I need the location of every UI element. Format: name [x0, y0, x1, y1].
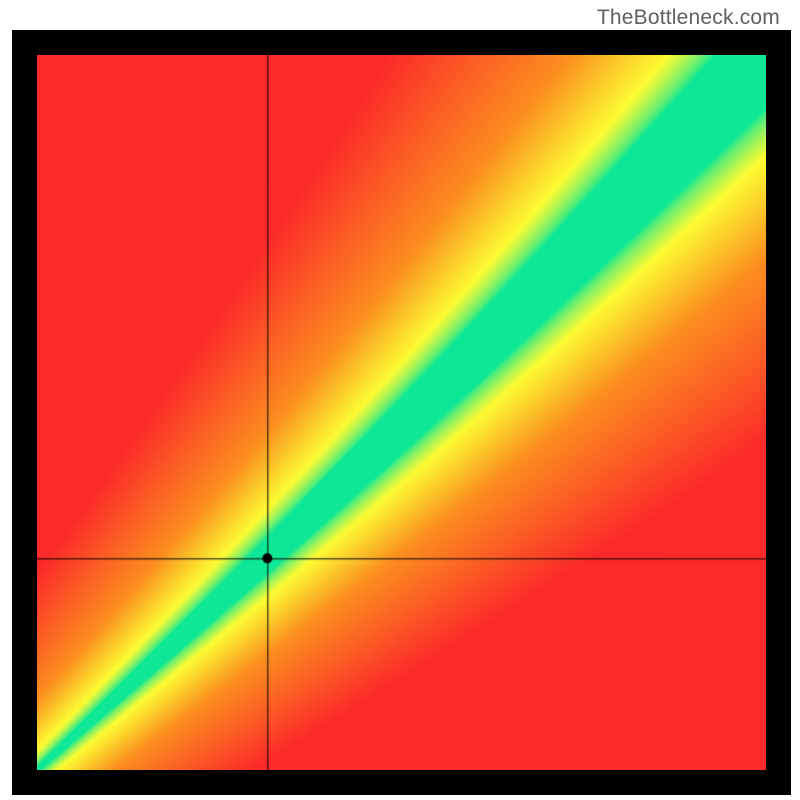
watermark-text: TheBottleneck.com	[597, 6, 780, 30]
crosshair-overlay	[37, 55, 766, 770]
frame-top	[12, 30, 791, 55]
frame-bottom	[12, 770, 791, 795]
frame-left	[12, 30, 37, 795]
frame-right	[766, 30, 791, 795]
chart-container: TheBottleneck.com	[0, 0, 800, 800]
